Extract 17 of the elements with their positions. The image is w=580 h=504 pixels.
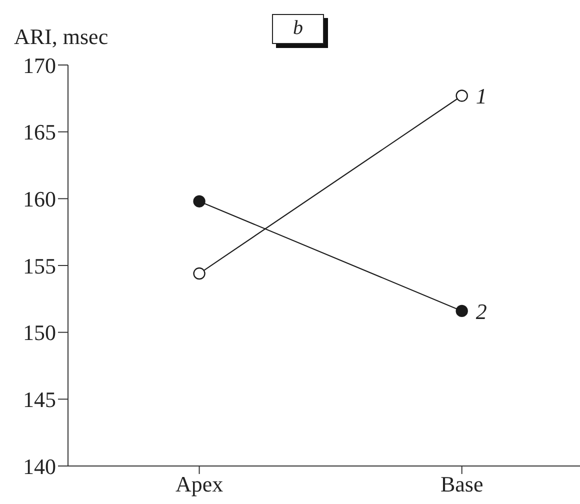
- y-tick-label: 160: [23, 186, 56, 212]
- point: [193, 195, 206, 208]
- y-tick-label: 150: [23, 320, 56, 346]
- point: [193, 267, 206, 280]
- series-label: 1: [476, 84, 487, 109]
- point: [456, 90, 468, 102]
- y-tick-label: 140: [23, 454, 56, 479]
- y-tick-label: 145: [23, 386, 56, 412]
- chart-title: b: [272, 14, 324, 44]
- y-tick-label: 155: [23, 253, 56, 278]
- y-axis-title: ARI, msec: [14, 24, 108, 50]
- y-tick-label: 170: [23, 52, 56, 78]
- x-tick-label: Base: [440, 472, 484, 497]
- y-tick-label: 165: [23, 120, 56, 145]
- x-tick-label: Apex: [175, 472, 224, 497]
- point: [456, 304, 468, 318]
- series-label: 2: [476, 298, 487, 324]
